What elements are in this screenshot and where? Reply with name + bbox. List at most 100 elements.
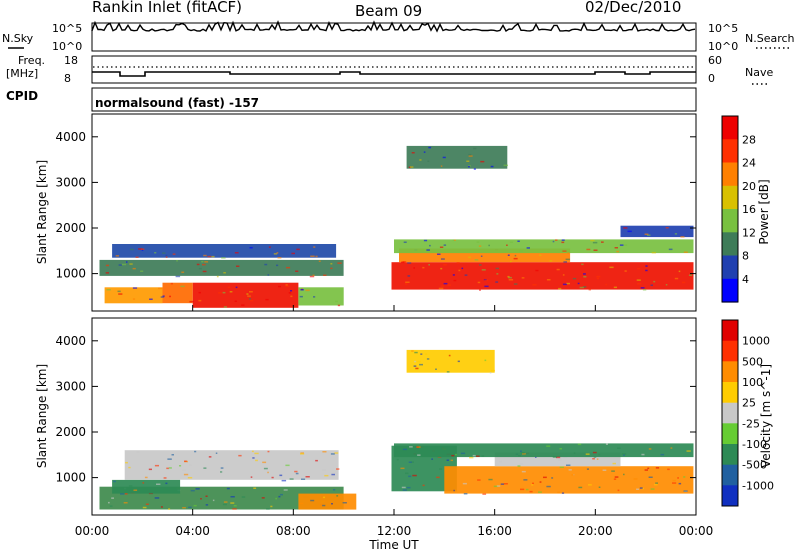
speckle xyxy=(312,274,315,277)
speckle xyxy=(140,248,145,250)
speckle xyxy=(439,246,444,248)
speckle xyxy=(683,490,688,492)
speckle xyxy=(223,272,226,274)
speckle xyxy=(644,233,649,235)
speckle xyxy=(429,244,431,247)
speckle xyxy=(412,474,417,477)
speckle xyxy=(613,478,617,480)
speckle xyxy=(401,486,406,489)
speckle xyxy=(678,270,681,273)
xtick-label: 20:00 xyxy=(578,524,613,538)
speckle xyxy=(443,264,447,266)
speckle xyxy=(506,244,508,246)
speckle xyxy=(202,263,206,266)
speckle xyxy=(318,260,321,262)
speckle xyxy=(268,246,271,248)
speckle xyxy=(573,452,576,454)
speckle xyxy=(621,453,627,455)
speckle xyxy=(289,478,294,480)
data-region-6 xyxy=(391,262,694,290)
speckle xyxy=(650,488,655,490)
speckle xyxy=(211,255,215,258)
xtick-label: 00:00 xyxy=(679,524,714,538)
data-region-1 xyxy=(124,450,339,480)
data-region-7 xyxy=(394,443,694,458)
speckle xyxy=(121,263,127,266)
power-panel: 4000 3000 2000 1000 Slant Range [km] 28 24 20… xyxy=(35,113,771,312)
speckle xyxy=(493,485,499,488)
speckle xyxy=(496,485,501,487)
speckle xyxy=(665,284,668,286)
speckle xyxy=(221,257,226,259)
speckle xyxy=(488,244,490,247)
speckle xyxy=(166,467,169,470)
speckle xyxy=(686,450,691,452)
speckle xyxy=(108,501,110,504)
speckle xyxy=(674,277,679,280)
speckle xyxy=(437,253,441,255)
speckle xyxy=(205,495,208,497)
speckle xyxy=(336,468,340,470)
speckle xyxy=(124,493,128,495)
colorbar-segment xyxy=(722,423,738,445)
speckle xyxy=(183,473,189,476)
speckle xyxy=(220,471,223,473)
speckle xyxy=(640,287,645,289)
speckle xyxy=(253,487,257,489)
colorbar-segment xyxy=(722,464,738,486)
speckle xyxy=(132,267,136,270)
speckle xyxy=(647,234,651,236)
speckle xyxy=(168,508,171,510)
speckle xyxy=(140,270,144,272)
speckle xyxy=(577,282,580,285)
speckle xyxy=(592,241,598,244)
speckle xyxy=(633,478,638,480)
speckle xyxy=(198,267,202,270)
colorbar-segment xyxy=(722,382,738,404)
speckle xyxy=(215,452,218,454)
velocity-ylabel: Slant Range [km] xyxy=(35,364,49,468)
speckle xyxy=(118,264,122,266)
colorbar-tick-label: -100 xyxy=(742,438,767,451)
speckle xyxy=(637,283,642,285)
speckle xyxy=(419,363,423,366)
speckle xyxy=(513,283,518,285)
speckle xyxy=(641,453,645,456)
speckle xyxy=(426,249,430,251)
speckle xyxy=(480,255,483,257)
speckle xyxy=(241,304,245,306)
speckle xyxy=(270,505,273,508)
speckle xyxy=(402,448,407,451)
speckle xyxy=(201,260,204,263)
speckle xyxy=(586,468,589,470)
speckle xyxy=(324,474,329,477)
speckle xyxy=(255,459,258,462)
speckle xyxy=(655,482,658,484)
speckle xyxy=(407,275,411,277)
speckle xyxy=(623,454,625,456)
colorbar-frame xyxy=(721,115,739,303)
speckle xyxy=(305,476,310,478)
nsearch-tick-bottom: 10^0 xyxy=(708,40,738,53)
speckle xyxy=(194,450,197,453)
speckle xyxy=(128,485,133,487)
velocity-panel: 4000 3000 2000 1000 Slant Range [km] 1000 50… xyxy=(35,305,774,552)
speckle xyxy=(315,459,318,462)
speckle xyxy=(521,470,526,473)
speckle xyxy=(407,262,412,264)
speckle xyxy=(523,479,528,481)
speckle xyxy=(588,288,591,291)
speckle xyxy=(413,365,417,367)
colorbar-segment xyxy=(722,444,738,466)
speckle xyxy=(285,464,290,467)
speckle xyxy=(179,465,182,467)
speckle xyxy=(195,488,200,490)
speckle xyxy=(440,285,445,287)
speckle xyxy=(463,493,468,495)
speckle xyxy=(590,239,595,242)
colorbar-tick-label: 1000 xyxy=(742,335,770,348)
speckle xyxy=(182,507,186,509)
speckle xyxy=(520,452,525,454)
speckle xyxy=(208,456,212,458)
speckle xyxy=(249,247,253,249)
